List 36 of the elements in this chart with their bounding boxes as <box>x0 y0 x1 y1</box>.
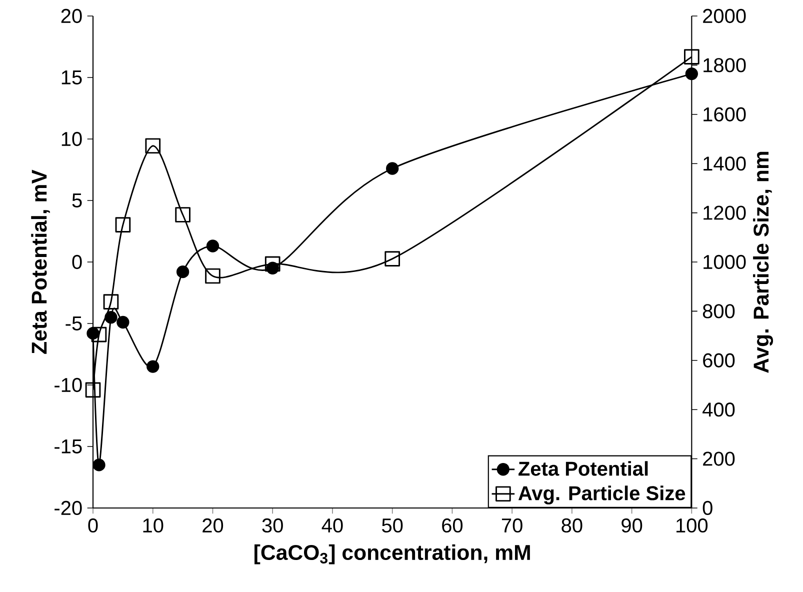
x-tick-label: 60 <box>442 518 463 533</box>
legend-label: Avg. Particle Size <box>518 486 686 504</box>
x-tick-label: 90 <box>622 518 642 533</box>
y-tick-label: 10 <box>62 132 82 146</box>
x-tick-label: 70 <box>502 518 522 533</box>
legend-label: Zeta Potential <box>518 461 648 476</box>
x-tick-label: 30 <box>262 518 283 533</box>
x-tick-label: 40 <box>322 518 343 533</box>
x-tick-label: 50 <box>382 518 403 533</box>
x-tick-label: 0 <box>88 518 98 533</box>
y-tick-label: -10 <box>54 378 82 392</box>
y-tick-label: 15 <box>62 70 82 84</box>
x-tick-label: 10 <box>143 518 164 533</box>
y2-tick-label: 600 <box>703 353 735 368</box>
y2-tick-label: 1600 <box>704 107 746 122</box>
y2-tick-label: 400 <box>702 402 735 417</box>
y-tick-label: -15 <box>54 440 82 454</box>
y-tick-label: -5 <box>66 316 82 330</box>
y-tick-label: 0 <box>72 254 82 270</box>
y-tick-label: 5 <box>72 194 82 208</box>
y2-tick-label: 800 <box>702 304 735 318</box>
y2-tick-label: 1200 <box>704 206 746 220</box>
y-tick-label: -20 <box>54 500 82 516</box>
x-tick-label: 80 <box>562 518 582 533</box>
x-tick-label: 100 <box>676 518 708 533</box>
x-axis-title: [CaCO$_{3}$] concentration, mM <box>254 544 530 564</box>
y2-axis-title: Avg. Particle Size, nm <box>753 152 774 373</box>
y-tick-label: 20 <box>61 8 82 24</box>
y2-tick-label: 1000 <box>704 254 746 270</box>
y2-tick-label: 1400 <box>704 156 746 171</box>
y2-tick-label: 1800 <box>704 58 746 72</box>
y2-tick-label: 2000 <box>703 8 746 24</box>
y2-tick-label: 200 <box>703 452 735 466</box>
y2-tick-label: 0 <box>702 500 712 516</box>
y-axis-title: Zeta Potential, mV <box>31 170 50 354</box>
x-tick-label: 20 <box>202 518 224 533</box>
